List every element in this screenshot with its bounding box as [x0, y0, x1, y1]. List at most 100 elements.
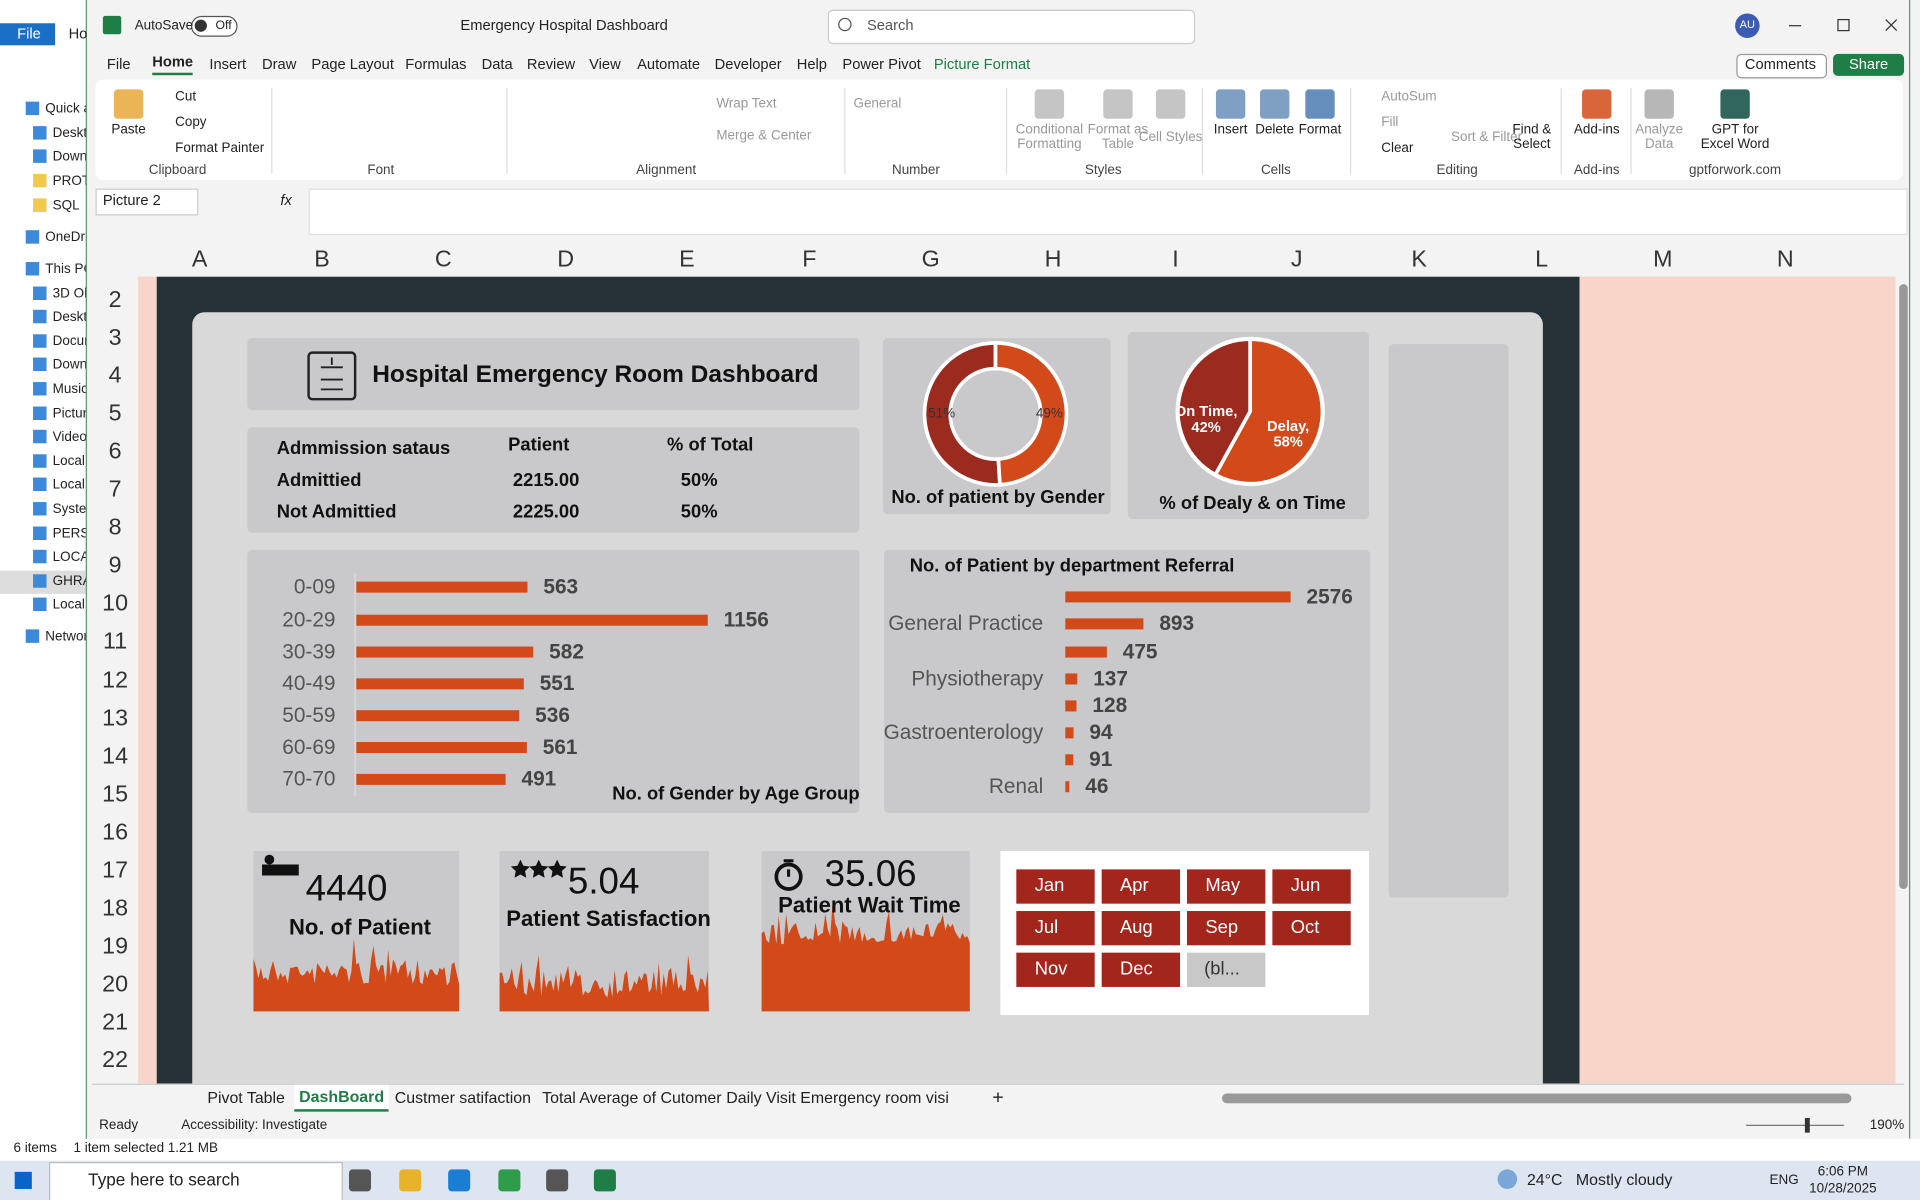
nav-item[interactable]: SQL — [52, 198, 80, 214]
ribbon-button[interactable]: Analyze Data — [1635, 122, 1684, 152]
nav-item[interactable]: Videos — [52, 429, 86, 445]
nav-item[interactable]: Picture — [52, 406, 86, 422]
nav-item[interactable]: Quick a — [45, 101, 85, 117]
slicer-item[interactable]: Jan — [1034, 875, 1065, 897]
ribbon-button[interactable]: Cut — [175, 89, 197, 105]
ribbon-button[interactable]: Merge & Center — [716, 128, 812, 144]
nav-item[interactable]: Deskto — [52, 309, 86, 325]
menu-tab[interactable]: Picture Format — [933, 55, 1031, 73]
share[interactable]: Share — [1848, 55, 1889, 73]
ribbon-button[interactable]: Format — [1298, 122, 1342, 138]
menu-tab[interactable]: View — [589, 55, 621, 73]
nav-item[interactable]: PERSN — [52, 526, 86, 542]
ribbon-button[interactable]: Sort & Filter — [1450, 129, 1523, 145]
ribbon-button[interactable]: Fill — [1381, 115, 1399, 130]
slicer-item[interactable]: May — [1205, 875, 1241, 897]
slicer-item[interactable]: Jul — [1034, 916, 1059, 938]
slicer-button[interactable] — [1101, 911, 1181, 946]
menu-tab[interactable]: Data — [481, 55, 513, 73]
nav-item[interactable]: Local D — [52, 597, 86, 613]
sheet-tab[interactable]: Total Average of Cutomer — [542, 1088, 722, 1107]
ribbon-button[interactable]: Cell Styles — [1138, 129, 1203, 145]
menu-tab[interactable]: Insert — [209, 55, 247, 73]
user-avatar[interactable] — [1735, 13, 1760, 38]
nav-item[interactable]: System — [52, 501, 86, 517]
slicer-button[interactable] — [1101, 952, 1181, 987]
slicer-item[interactable]: Sep — [1205, 916, 1239, 938]
nav-item[interactable]: Downl — [52, 357, 86, 373]
bar — [356, 614, 708, 626]
ribbon-button[interactable]: General — [853, 96, 902, 112]
slicer-button[interactable] — [1101, 869, 1181, 904]
nav-item[interactable]: This PC — [45, 261, 85, 277]
menu-tab[interactable]: Review — [526, 55, 576, 73]
nav-item[interactable]: Docum — [52, 334, 86, 349]
slicer-item[interactable]: Jun — [1290, 875, 1321, 897]
nav-item[interactable]: LOCAL — [52, 549, 86, 565]
sheet-tab[interactable]: Daily Visit Emergency room visi — [726, 1088, 949, 1107]
slicer-item[interactable]: (bl... — [1204, 958, 1240, 980]
label[interactable]: Type here to search — [88, 1169, 240, 1190]
vscroll[interactable] — [1899, 284, 1908, 889]
ribbon-button[interactable]: Clear — [1381, 140, 1414, 156]
ribbon-button[interactable]: Format Painter — [175, 140, 265, 156]
slicer-button[interactable] — [1187, 952, 1266, 987]
ribbon-button[interactable]: Paste — [111, 122, 146, 138]
ribbon-button[interactable]: Insert — [1213, 122, 1248, 138]
slicer-item[interactable]: Apr — [1120, 875, 1149, 897]
slicer-button[interactable] — [1016, 911, 1095, 946]
label[interactable]: Ho — [68, 24, 88, 43]
slicer-button[interactable] — [1187, 869, 1266, 904]
slicer-item[interactable]: Oct — [1290, 916, 1320, 938]
name-box[interactable] — [95, 188, 199, 216]
menu-tab[interactable]: Help — [796, 55, 827, 73]
nav-item[interactable]: GHRAE — [52, 574, 86, 589]
add-sheet[interactable]: + — [992, 1087, 1004, 1109]
ribbon-button[interactable]: Conditional Formatting — [1015, 122, 1084, 152]
ribbon-button[interactable]: Add-ins — [1573, 122, 1620, 138]
slicer-item[interactable]: Nov — [1034, 958, 1068, 980]
taskbar-search[interactable] — [48, 1162, 343, 1200]
ribbon-button[interactable]: Find & Select — [1512, 122, 1552, 152]
slicer-button[interactable] — [1187, 911, 1266, 946]
ribbon-button[interactable]: Copy — [175, 115, 207, 130]
menu-tab[interactable]: Developer — [714, 55, 782, 73]
menu-tab[interactable]: Draw — [262, 55, 297, 73]
sheet-tab[interactable]: DashBoard — [294, 1084, 389, 1113]
comments-button[interactable] — [1736, 53, 1827, 79]
slicer-button[interactable] — [1016, 952, 1095, 987]
label[interactable]: File — [17, 24, 41, 43]
slicer-button[interactable] — [1272, 911, 1351, 946]
sheet-tab[interactable]: Custmer satifaction — [394, 1088, 531, 1107]
search-box[interactable] — [827, 9, 1196, 45]
comments[interactable]: Comments — [1744, 55, 1816, 73]
nav-item[interactable]: Local D — [52, 477, 86, 493]
nav-item[interactable]: PROTF — [52, 173, 86, 189]
slicer-button[interactable] — [1272, 869, 1351, 904]
nav-item[interactable]: 3D Obj — [52, 286, 86, 302]
menu-tab[interactable]: Power Pivot — [842, 55, 921, 73]
ribbon-button[interactable]: Wrap Text — [716, 96, 777, 112]
ribbon-button[interactable]: GPT for Excel Word — [1700, 122, 1770, 152]
ribbon-button[interactable]: AutoSum — [1381, 89, 1437, 105]
menu-tab[interactable]: Formulas — [405, 55, 467, 73]
menu-tab[interactable]: File — [106, 55, 131, 73]
share-button[interactable] — [1833, 53, 1905, 76]
sheet-tab[interactable]: Pivot Table — [207, 1088, 285, 1107]
nav-item[interactable]: Local D — [52, 454, 86, 469]
slicer-item[interactable]: Aug — [1120, 916, 1153, 938]
formula-input[interactable] — [308, 188, 1908, 236]
ribbon-button[interactable]: Delete — [1255, 122, 1295, 138]
nav-item[interactable]: Music — [52, 381, 86, 397]
slicer-button[interactable] — [1016, 869, 1095, 904]
nav-item[interactable]: OneDriv — [45, 230, 85, 245]
menu-tab[interactable]: Home — [152, 54, 194, 76]
menu-tab[interactable]: Automate — [637, 55, 701, 73]
menu-tab[interactable]: Page Layout — [311, 55, 394, 73]
nav-item[interactable]: Downl — [52, 149, 86, 165]
nav-item[interactable]: Deskto — [52, 126, 86, 141]
nav-item[interactable]: Network — [45, 629, 85, 645]
hscroll[interactable] — [1222, 1093, 1852, 1104]
ribbon-button[interactable]: Format as Table — [1087, 122, 1149, 152]
slicer-item[interactable]: Dec — [1120, 958, 1153, 980]
